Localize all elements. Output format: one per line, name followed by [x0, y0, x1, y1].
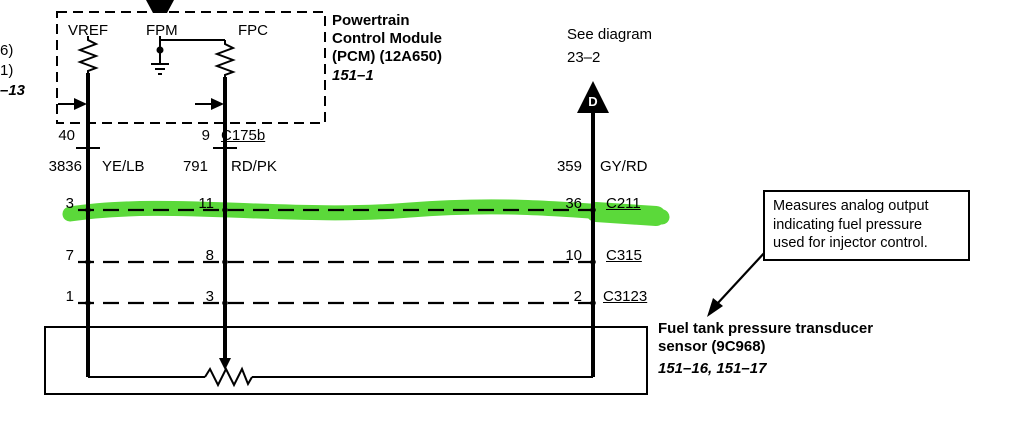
- callout-line3: used for injector control.: [773, 235, 928, 251]
- c315-pin-left: 7: [65, 247, 74, 264]
- circuit-number-359: 359: [556, 158, 582, 175]
- callout-line2: indicating fuel pressure: [773, 216, 923, 233]
- c3123-pin-mid: 3: [205, 288, 214, 305]
- connector-label-c3123: C3123: [603, 288, 648, 305]
- margin-label-2: 1): [0, 62, 14, 79]
- sensor-title-line1: Fuel tank pressure transducer: [658, 320, 874, 337]
- highlight-marker: [62, 199, 670, 226]
- diagram-reference-letter: D: [588, 94, 598, 109]
- sensor-box: [44, 326, 648, 395]
- pcm-exit-arrow-icon-left: [74, 98, 87, 110]
- pin-40: 40: [58, 127, 75, 144]
- resistor-symbol-sensor: [204, 366, 253, 388]
- c211-pin-right: 36: [565, 195, 582, 212]
- resistor-symbol-fpc: [214, 40, 236, 79]
- junction-dots: [85, 207, 596, 306]
- wire-color-gyrd: GY/RD: [600, 158, 648, 175]
- circuit-number-791: 791: [182, 158, 208, 175]
- pcm-title-line1: Powertrain: [332, 12, 410, 29]
- connector-label-c211: C211: [606, 195, 641, 212]
- pcm-pin-fpm-label: FPM: [146, 22, 178, 39]
- sensor-ref: 151–16, 151–17: [658, 360, 767, 377]
- connector-label-c175b: C175b: [221, 127, 266, 144]
- c3123-pin-right: 2: [573, 288, 582, 305]
- pcm-module-box: [56, 11, 326, 124]
- c315-pin-right: 10: [565, 247, 582, 264]
- diagram-reference-triangle-icon: [577, 81, 609, 113]
- pcm-exit-arrow-icon-mid: [211, 98, 224, 110]
- wire-mid-arrow-icon: [219, 358, 231, 370]
- resistor-symbol-vref: [77, 36, 99, 75]
- see-diagram-line2: 23–2: [567, 49, 601, 66]
- c3123-pin-left: 1: [65, 288, 74, 305]
- margin-label-1: 6): [0, 42, 14, 59]
- junction-dot-fpm: [156, 46, 164, 54]
- pin-9: 9: [201, 127, 210, 144]
- see-diagram-line1: See diagram: [567, 26, 653, 43]
- pcm-pin-fpc-label: FPC: [238, 22, 268, 39]
- pcm-ref: 151–1: [332, 67, 374, 84]
- callout-arrow-line: [716, 250, 767, 305]
- wire-color-yelb: YE/LB: [102, 158, 145, 175]
- c315-pin-mid: 8: [205, 247, 214, 264]
- sensor-title-line2: sensor (9C968): [658, 338, 766, 355]
- connector-label-c315: C315: [606, 247, 642, 264]
- pcm-title-line3: (PCM) (12A650): [332, 48, 443, 65]
- pcm-title-line2: Control Module: [332, 30, 442, 47]
- wire-color-rdpk: RD/PK: [231, 158, 277, 175]
- c211-pin-mid: 11: [198, 195, 214, 212]
- cutoff-symbol-icon: [146, 0, 174, 13]
- margin-label-3: –13: [0, 82, 26, 99]
- pcm-pin-vref-label: VREF: [68, 22, 109, 39]
- callout-arrow-icon: [707, 298, 723, 317]
- ground-icon: [151, 63, 169, 75]
- circuit-number-3836: 3836: [48, 158, 82, 175]
- c211-pin-left: 3: [65, 195, 74, 212]
- callout-line1: Measures analog output: [773, 198, 929, 214]
- callout-note: Measures analog output indicating fuel p…: [763, 190, 970, 261]
